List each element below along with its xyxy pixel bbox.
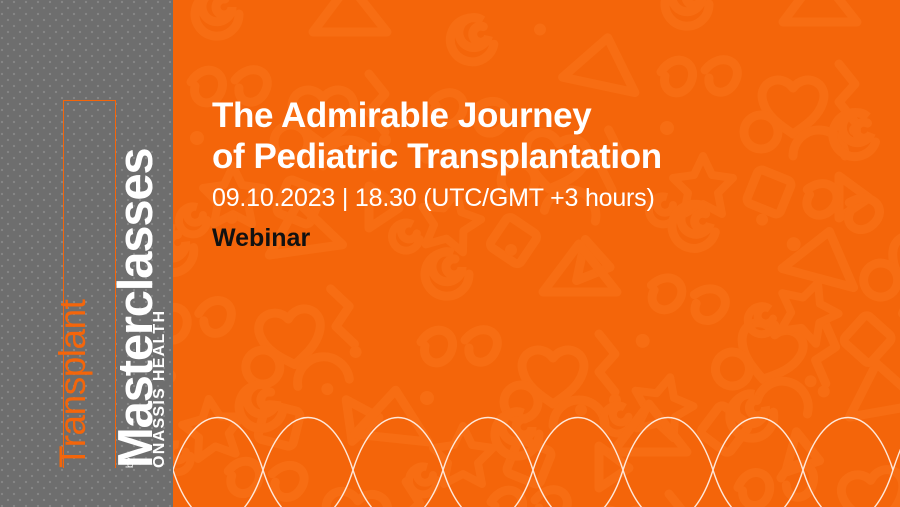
event-title-line-2: of Pediatric Transplantation <box>212 137 662 176</box>
main-panel: The Admirable Journey of Pediatric Trans… <box>173 0 900 507</box>
event-text-block: The Admirable Journey of Pediatric Trans… <box>212 95 872 253</box>
organization-name: ONASSIS HEALTH <box>151 309 168 468</box>
sine-wave-decoration <box>173 416 900 507</box>
bracket-top-rule <box>63 100 116 101</box>
doodle-pattern <box>173 0 900 507</box>
bracket-left-rule <box>63 100 64 468</box>
event-title-line-1: The Admirable Journey <box>212 96 592 135</box>
bracket-right-rule <box>115 100 116 468</box>
byline-prefix: by <box>125 457 136 468</box>
brand-word-transplant: Transplant <box>52 299 93 468</box>
event-datetime: 09.10.2023 | 18.30 (UTC/GMT +3 hours) <box>212 184 655 212</box>
brand-sidebar: Transplant Masterclasses by ONASSIS HEAL… <box>0 0 173 507</box>
event-type-label: Webinar <box>212 224 311 252</box>
